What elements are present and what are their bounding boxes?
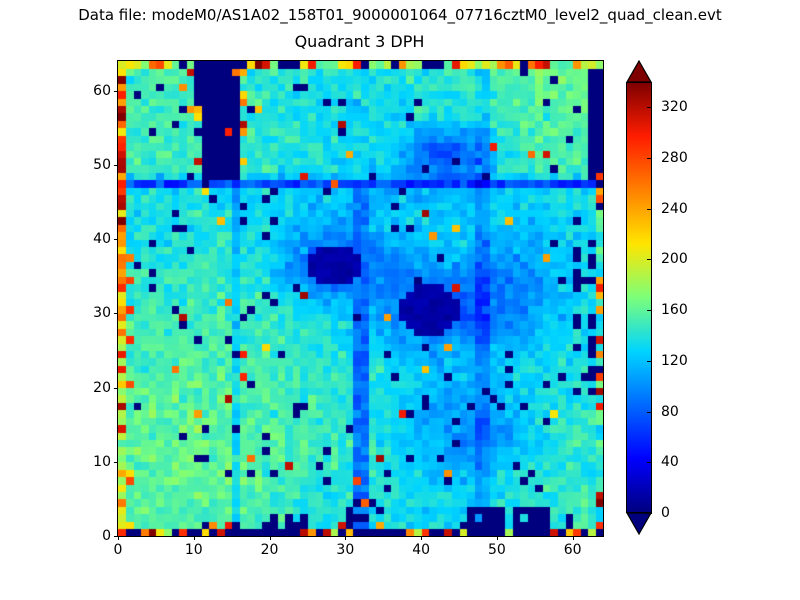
y-tick-mark <box>114 164 118 166</box>
colorbar-gradient-body[interactable] <box>626 82 652 513</box>
colorbar-tick-label: 0 <box>661 505 670 521</box>
x-tick-label: 20 <box>260 542 279 558</box>
colorbar-tick-label: 40 <box>661 454 679 471</box>
x-tick-mark <box>345 536 347 540</box>
colorbar[interactable]: 0 40 80 120 160 200 240 280 320 <box>626 60 688 535</box>
colorbar-tick-label: 240 <box>661 200 688 217</box>
colorbar-tick-mark <box>647 158 652 160</box>
colorbar-over-arrow <box>626 60 652 83</box>
y-tick-mark <box>114 461 118 463</box>
y-tick-label: 60 <box>93 82 111 99</box>
y-tick-label: 10 <box>93 453 111 470</box>
colorbar-tick-label: 320 <box>661 99 688 116</box>
colorbar-tick-label: 80 <box>661 403 679 420</box>
colorbar-under-arrow <box>626 512 652 535</box>
y-tick-label: 40 <box>93 231 111 248</box>
data-file-caption: Data file: modeM0/AS1A02_158T01_90000010… <box>78 6 722 24</box>
colorbar-tick-mark <box>647 462 652 464</box>
y-tick-mark <box>114 536 118 537</box>
y-tick-label: 20 <box>93 379 111 396</box>
y-tick-mark <box>114 313 118 315</box>
colorbar-tick-mark <box>647 259 652 261</box>
y-tick-mark <box>114 90 118 92</box>
x-tick-label: 30 <box>336 542 355 558</box>
colorbar-tick-label: 200 <box>661 251 688 268</box>
x-tick-label: 60 <box>563 542 582 558</box>
x-tick-mark <box>193 536 195 540</box>
colorbar-tick-mark <box>647 107 652 109</box>
y-tick-label: 50 <box>93 156 111 173</box>
colorbar-tick-mark <box>647 513 652 514</box>
colorbar-tick-label: 120 <box>661 352 688 369</box>
colorbar-gradient <box>627 83 651 512</box>
colorbar-tick-mark <box>647 208 652 210</box>
y-tick-label: 30 <box>93 305 111 322</box>
x-tick-label: 40 <box>412 542 431 558</box>
colorbar-tick-label: 280 <box>661 150 688 167</box>
x-tick-label: 50 <box>487 542 506 558</box>
x-tick-label: 10 <box>184 542 203 558</box>
heatmap-axes[interactable]: 0 10 20 30 40 50 60 0 10 20 30 40 50 60 <box>93 60 604 558</box>
colorbar-tick-mark <box>647 310 652 312</box>
y-tick-mark <box>114 239 118 241</box>
y-tick-label: 0 <box>102 528 111 544</box>
y-tick-mark <box>114 387 118 389</box>
heatmap-image[interactable] <box>118 61 603 536</box>
x-tick-mark <box>269 536 271 540</box>
x-tick-mark <box>572 536 574 540</box>
x-tick-mark <box>496 536 498 540</box>
x-tick-mark <box>118 536 119 540</box>
colorbar-tick-mark <box>647 411 652 413</box>
x-tick-label: 0 <box>113 542 123 558</box>
x-tick-mark <box>421 536 423 540</box>
page-title: Quadrant 3 DPH <box>294 32 425 51</box>
colorbar-tick-label: 160 <box>661 302 688 319</box>
colorbar-tick-mark <box>647 360 652 362</box>
